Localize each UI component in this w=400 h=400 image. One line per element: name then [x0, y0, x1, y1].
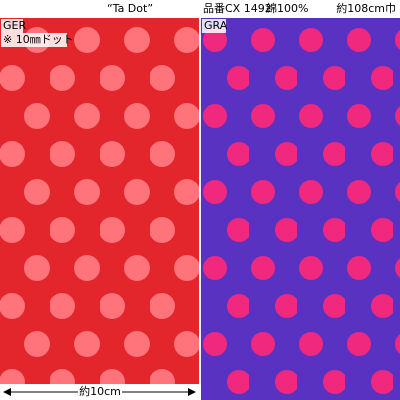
label-bg — [1, 33, 67, 47]
swatch-label: GRA — [204, 19, 228, 32]
scale-label-bg — [78, 385, 122, 399]
scale-label: 約10cm — [79, 384, 121, 398]
product-number: 品番CX 1492 — [203, 2, 272, 15]
fabric-width: 約108cm巾 — [336, 1, 396, 15]
swatch-red — [0, 18, 199, 400]
swatch-purple — [201, 18, 400, 400]
label-bg — [1, 19, 23, 33]
label-bg — [202, 19, 226, 33]
material: 綿100% — [266, 1, 308, 15]
swatch-label: GER — [3, 19, 26, 32]
title: “Ta Dot” — [107, 2, 153, 15]
dot-size-note: ※ 10㎜ドット — [3, 33, 74, 46]
